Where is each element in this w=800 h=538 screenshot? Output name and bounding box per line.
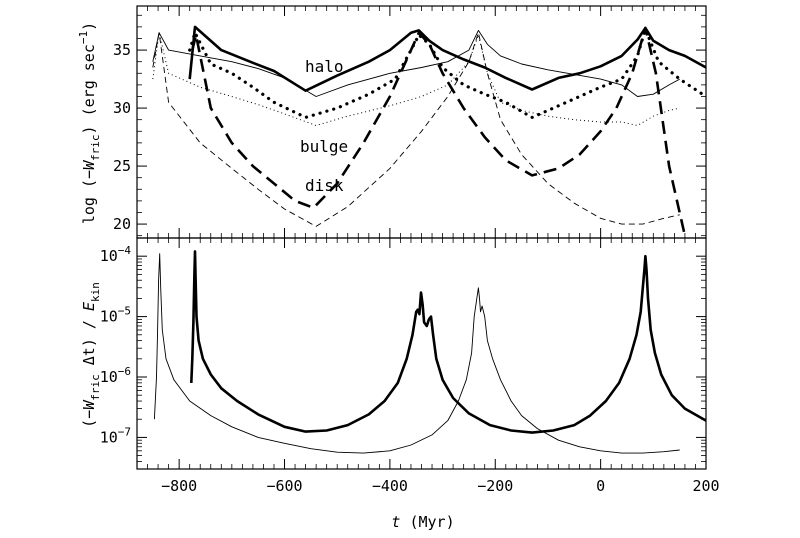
y-tick-label: 30 bbox=[113, 99, 131, 117]
x-tick-label: −600 bbox=[266, 477, 302, 495]
annotation-disk: disk bbox=[305, 176, 344, 195]
y-tick-label: 10−6 bbox=[100, 365, 131, 386]
bottom-y-axis-label: (−Wfric Δt) / Ekin bbox=[80, 282, 102, 428]
y-tick-label: 20 bbox=[113, 215, 131, 233]
y-tick-label: 25 bbox=[113, 157, 131, 175]
top-y-ticks: 20 25 30 35 bbox=[113, 14, 706, 237]
x-tick-label: 0 bbox=[596, 477, 605, 495]
series-line-thick-dotted bbox=[188, 27, 706, 120]
bottom-y-ticks: 10−7 10−6 10−5 10−4 bbox=[100, 237, 706, 470]
top-y-axis-label: log (−Wfric) (erg sec−1) bbox=[77, 22, 102, 224]
top-series-group bbox=[152, 25, 706, 236]
y-tick-label: 35 bbox=[113, 41, 131, 59]
series-line-thin-dashed bbox=[152, 32, 680, 227]
x-tick-label: −400 bbox=[372, 477, 408, 495]
bottom-series-group bbox=[153, 250, 706, 454]
bottom-x-ticks: −800 −600 −400 −200 0 200 bbox=[147, 238, 720, 495]
series-line-thin-solid bbox=[152, 29, 680, 97]
top-x-ticks bbox=[147, 6, 707, 238]
top-annotations: halo bulge disk bbox=[300, 57, 348, 195]
series-line-thick-solid bbox=[190, 250, 706, 434]
annotation-halo: halo bbox=[305, 57, 344, 76]
x-axis-label: t (Myr) bbox=[391, 513, 454, 531]
x-tick-label: 200 bbox=[692, 477, 719, 495]
x-tick-label: −800 bbox=[161, 477, 197, 495]
bottom-panel: 10−7 10−6 10−5 10−4 −800 −600 −400 −200 0 200 (−… bbox=[80, 237, 720, 531]
top-panel: 20 25 30 35 halo bulge disk log (−Wfric) (e… bbox=[77, 5, 707, 239]
y-tick-label: 10−4 bbox=[100, 244, 132, 265]
y-tick-label: 10−5 bbox=[100, 305, 131, 326]
y-tick-label: 10−7 bbox=[100, 425, 131, 446]
bottom-panel-frame bbox=[136, 237, 707, 470]
series-line-thin-solid bbox=[153, 253, 680, 454]
annotation-bulge: bulge bbox=[300, 137, 348, 156]
x-tick-label: −200 bbox=[477, 477, 513, 495]
